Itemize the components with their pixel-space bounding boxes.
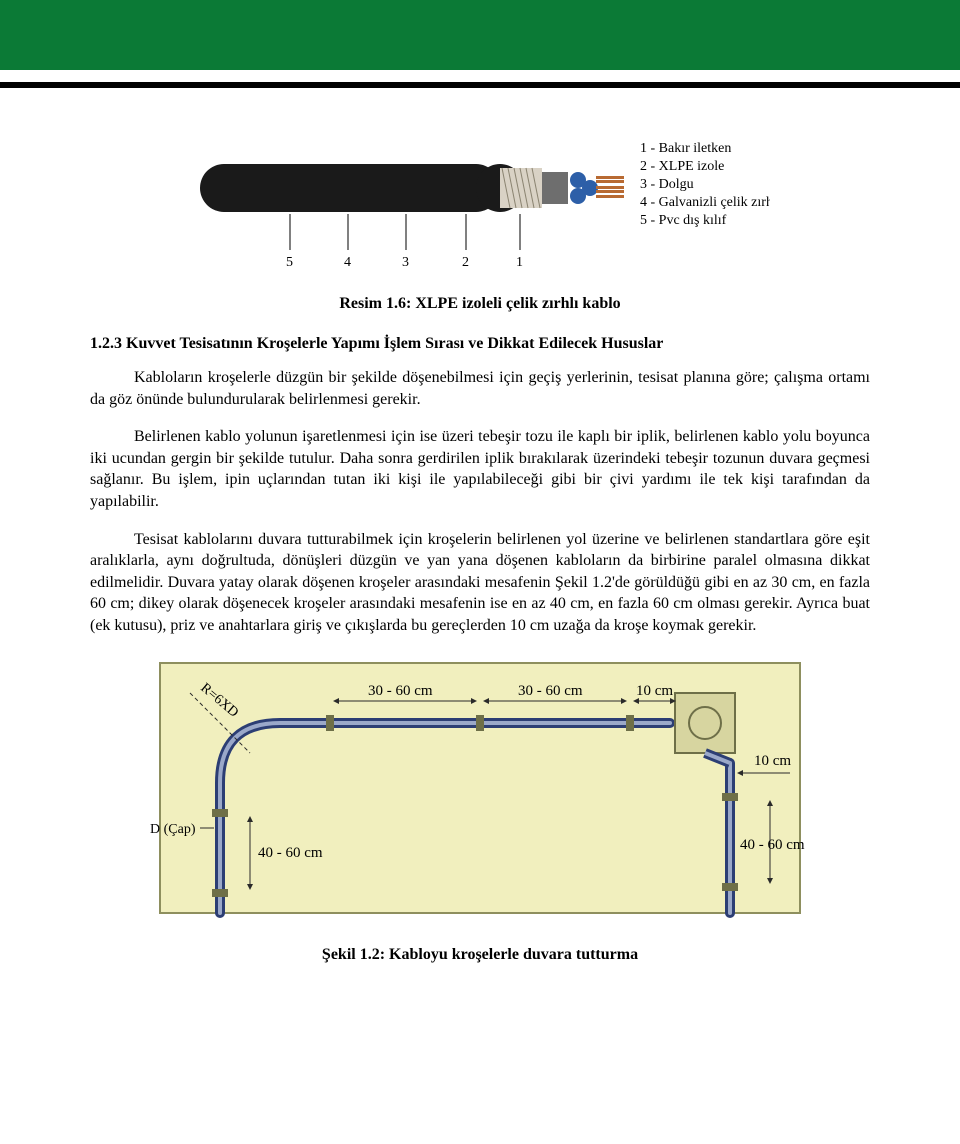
label-v-right: 40 - 60 cm xyxy=(740,837,805,853)
figure-wall-svg: R=6XD D (Çap) xyxy=(130,653,830,933)
pointer-label-1: 1 xyxy=(516,255,523,270)
label-v-left: 40 - 60 cm xyxy=(258,845,323,861)
label-h1: 30 - 60 cm xyxy=(368,683,433,699)
label-h3: 10 cm xyxy=(636,683,673,699)
pointer-label-5: 5 xyxy=(286,255,293,270)
figure-wall: R=6XD D (Çap) xyxy=(130,653,830,938)
legend-1: 1 - Bakır iletken xyxy=(640,141,731,156)
junction-box xyxy=(675,693,735,753)
label-h2: 30 - 60 cm xyxy=(518,683,583,699)
pointer-label-2: 2 xyxy=(462,255,469,270)
page-content: 5 4 3 2 1 1 - Bakır iletken 2 - XLPE izo… xyxy=(0,88,960,1004)
cable-pvc-outer xyxy=(200,164,500,212)
legend-5: 5 - Pvc dış kılıf xyxy=(640,213,727,228)
paragraph-1: Kabloların kroşelerle düzgün bir şekilde… xyxy=(90,367,870,410)
cable-filler xyxy=(542,172,568,204)
legend-3: 3 - Dolgu xyxy=(640,177,694,192)
figure-cable-caption: Resim 1.6: XLPE izoleli çelik zırhlı kab… xyxy=(90,295,870,313)
label-gap-right: 10 cm xyxy=(754,753,791,769)
legend-2: 2 - XLPE izole xyxy=(640,159,724,174)
pointer-label-3: 3 xyxy=(402,255,409,270)
legend-4: 4 - Galvanizli çelik zırh xyxy=(640,195,770,210)
figure-wall-caption: Şekil 1.2: Kabloyu kroşelerle duvara tut… xyxy=(90,946,870,964)
section-heading: 1.2.3 Kuvvet Tesisatının Kroşelerle Yapı… xyxy=(90,335,870,353)
figure-cable-pointers xyxy=(290,214,520,250)
paragraph-2: Belirlenen kablo yolunun işaretlenmesi i… xyxy=(90,426,870,512)
figure-cable-svg: 5 4 3 2 1 1 - Bakır iletken 2 - XLPE izo… xyxy=(190,122,770,282)
label-d-cap: D (Çap) xyxy=(150,822,196,837)
paragraph-3: Tesisat kablolarını duvara tutturabilmek… xyxy=(90,529,870,637)
header-green-bar xyxy=(0,0,960,70)
cable-cores xyxy=(570,172,624,204)
pointer-label-4: 4 xyxy=(344,255,351,270)
figure-cable: 5 4 3 2 1 1 - Bakır iletken 2 - XLPE izo… xyxy=(190,122,770,287)
